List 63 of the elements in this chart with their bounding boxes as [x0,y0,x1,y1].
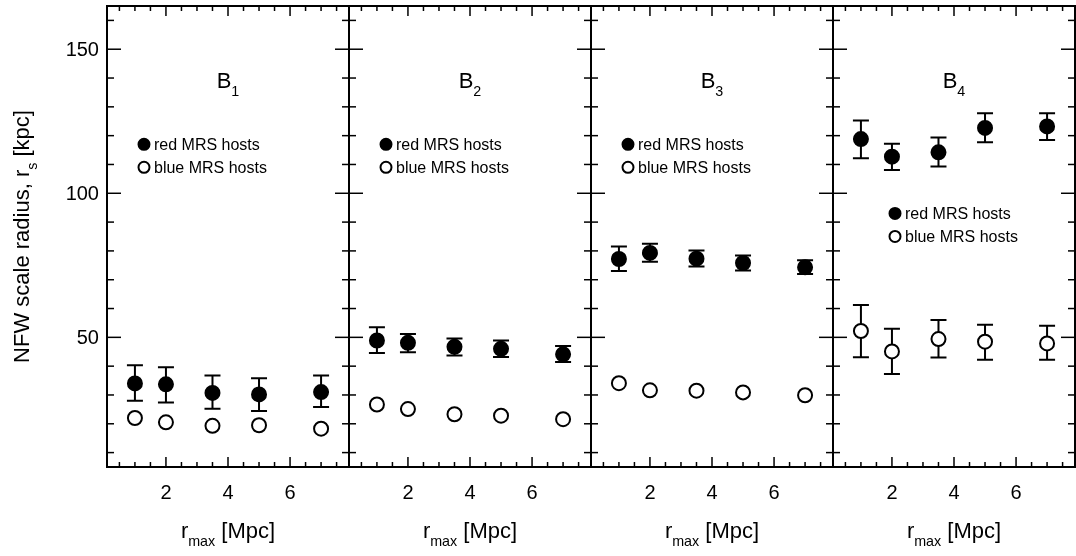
legend-label: blue MRS hosts [905,227,1018,245]
point [251,386,268,403]
x-tick-label: 4 [464,481,476,503]
point [204,417,221,434]
legend-label: red MRS hosts [396,135,502,153]
point [883,148,900,165]
x-tick-label: 6 [526,481,538,503]
legend-label: blue MRS hosts [638,158,751,176]
legend-label: red MRS hosts [638,135,744,153]
x-axis-title: r$_{max}$ [Mpc] [664,518,760,549]
x-tick-label: 6 [284,481,296,503]
point [610,375,627,392]
point [688,382,705,399]
x-tick-label: 4 [222,481,234,503]
legend-label: blue MRS hosts [154,158,267,176]
x-tick-label: 6 [1010,481,1022,503]
text: B$_{2}$ [458,68,482,99]
x-tick-label: 2 [644,481,656,503]
point [1039,335,1056,352]
point [126,410,143,427]
x-tick-label: 2 [160,481,172,503]
text: B$_{3}$ [700,68,724,99]
point [157,376,174,393]
y-tick-label: 150 [65,38,99,61]
x-tick-label: 2 [886,481,898,503]
point [977,333,994,350]
x-axis-title: r$_{max}$ [Mpc] [180,518,276,549]
point [446,406,463,423]
point [852,323,869,340]
point [641,382,658,399]
legend-label: blue MRS hosts [396,158,509,176]
point [493,407,510,424]
x-tick-label: 2 [402,481,414,503]
x-tick-label: 6 [768,481,780,503]
x-axis-title: r$_{max}$ [Mpc] [906,518,1002,549]
x-tick-label: 4 [706,481,718,503]
text: B$_{1}$ [216,68,240,99]
point [883,343,900,360]
y-tick-label: 50 [76,326,99,349]
point [797,387,814,404]
point [1039,118,1056,135]
point [930,331,947,348]
point [157,414,174,431]
point [368,396,385,413]
x-axis-title: r$_{max}$ [Mpc] [422,518,518,549]
x-tick-label: 4 [948,481,960,503]
point [610,250,627,267]
text: B$_{4}$ [942,68,966,99]
legend-label: red MRS hosts [905,204,1011,222]
point [852,131,869,148]
point [930,144,947,161]
point [735,384,752,401]
point [251,417,268,434]
point [555,411,572,428]
legend-label: red MRS hosts [154,135,260,153]
point [399,401,416,418]
point [204,384,221,401]
y-tick-label: 100 [65,182,99,205]
point [313,420,330,437]
point [977,119,994,136]
point [368,332,385,349]
point [313,384,330,401]
point [126,375,143,392]
